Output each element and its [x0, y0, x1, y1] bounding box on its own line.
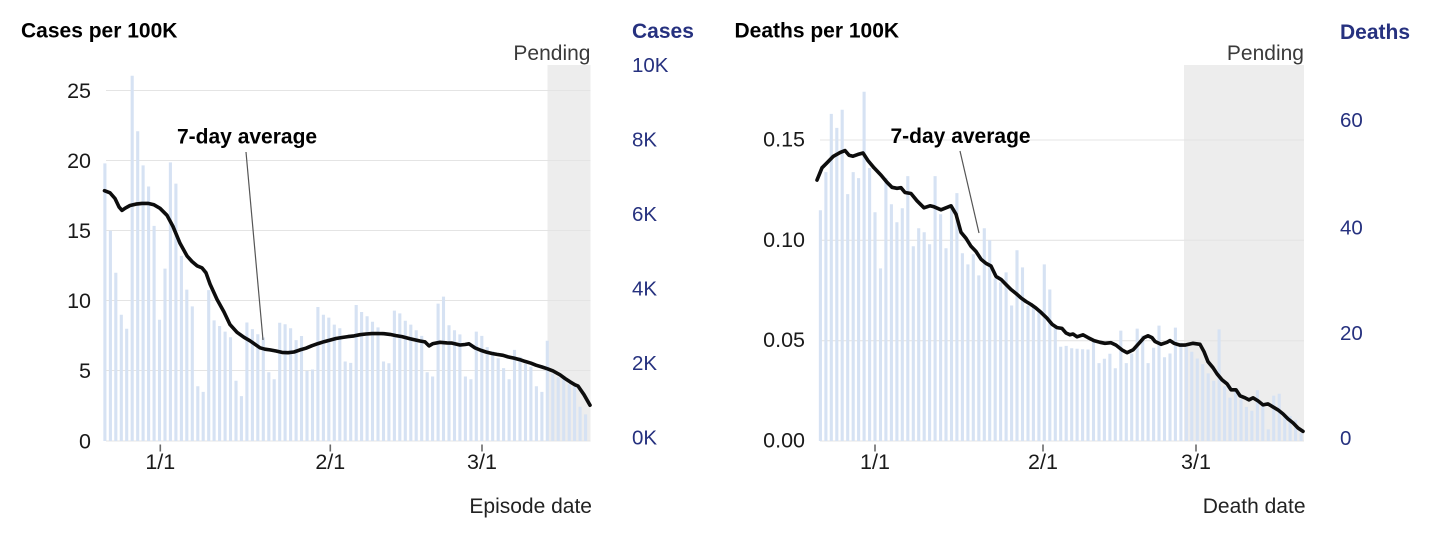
- svg-text:1/1: 1/1: [145, 450, 175, 474]
- svg-text:2/1: 2/1: [315, 450, 345, 474]
- svg-text:0.00: 0.00: [763, 429, 805, 453]
- svg-text:15: 15: [67, 219, 91, 243]
- svg-text:Cases per 100K: Cases per 100K: [21, 20, 177, 43]
- svg-text:0.05: 0.05: [763, 328, 805, 352]
- svg-text:Episode date: Episode date: [469, 495, 592, 518]
- svg-text:0: 0: [1340, 427, 1351, 450]
- svg-text:0.10: 0.10: [763, 228, 805, 252]
- svg-text:0: 0: [79, 430, 91, 454]
- svg-text:1/1: 1/1: [860, 450, 890, 474]
- svg-text:3/1: 3/1: [1181, 450, 1211, 474]
- svg-text:3/1: 3/1: [467, 450, 497, 474]
- svg-text:2/1: 2/1: [1028, 450, 1058, 474]
- svg-text:20: 20: [1340, 322, 1363, 345]
- svg-text:0K: 0K: [632, 427, 657, 450]
- svg-text:Pending: Pending: [513, 42, 590, 65]
- svg-text:Deaths: Deaths: [1340, 21, 1410, 44]
- svg-text:Pending: Pending: [1227, 42, 1304, 65]
- svg-text:5: 5: [79, 359, 91, 383]
- svg-text:2K: 2K: [632, 352, 657, 375]
- svg-text:10: 10: [67, 289, 91, 313]
- svg-text:Deaths per 100K: Deaths per 100K: [735, 20, 900, 43]
- svg-text:8K: 8K: [632, 129, 657, 152]
- svg-text:Cases: Cases: [632, 20, 694, 43]
- svg-text:7-day average: 7-day average: [177, 126, 317, 149]
- svg-text:Death date: Death date: [1203, 495, 1306, 518]
- svg-text:10K: 10K: [632, 54, 669, 77]
- svg-text:4K: 4K: [632, 278, 657, 301]
- svg-text:0.15: 0.15: [763, 128, 805, 152]
- svg-text:40: 40: [1340, 217, 1363, 240]
- svg-text:6K: 6K: [632, 203, 657, 226]
- svg-text:60: 60: [1340, 109, 1363, 132]
- svg-text:20: 20: [67, 149, 91, 173]
- svg-text:25: 25: [67, 79, 91, 103]
- svg-text:7-day average: 7-day average: [891, 125, 1031, 148]
